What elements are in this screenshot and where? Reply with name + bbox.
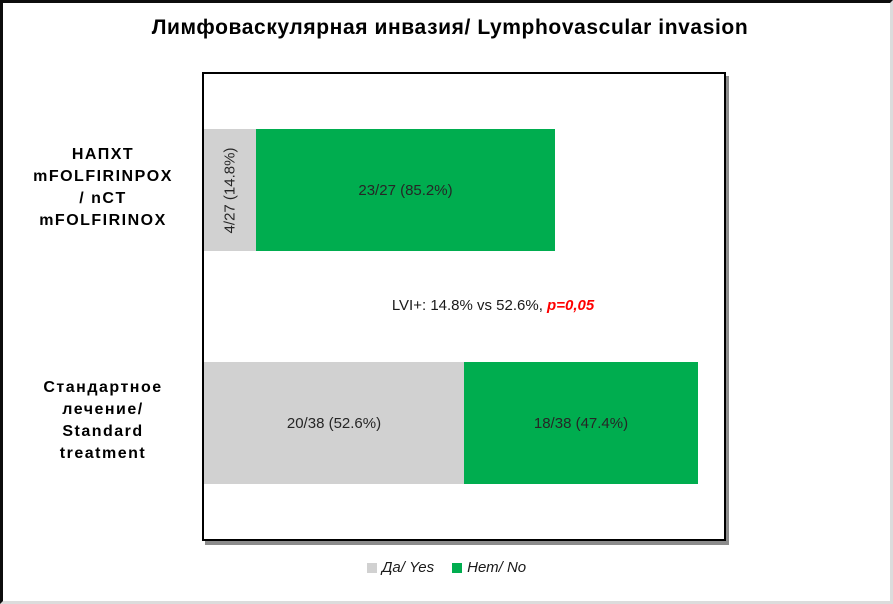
bar-segment-no: 18/38 (47.4%) xyxy=(464,362,698,484)
bar-segment-no: 23/27 (85.2%) xyxy=(256,129,555,251)
bar-segment-yes: 4/27 (14.8%) xyxy=(204,129,256,251)
legend-swatch-no xyxy=(452,562,463,573)
plot-area: 4/27 (14.8%) 23/27 (85.2%) 20/38 (52.6%) 18… xyxy=(202,72,726,541)
category-label: НАПХТ mFOLFIRINPOX / nCT mFOLFIRINOX xyxy=(33,146,173,229)
bar-segment-label: 4/27 (14.8%) xyxy=(221,147,239,233)
annotation: LVI+: 14.8% vs 52.6%, p=0,05 xyxy=(392,297,594,314)
bar-segment-label: 20/38 (52.6%) xyxy=(286,414,382,432)
legend-swatch-yes xyxy=(366,562,377,573)
bar-segment-yes: 20/38 (52.6%) xyxy=(204,362,464,484)
annotation-text: LVI+: 14.8% vs 52.6%, xyxy=(391,297,548,314)
bar-row: 4/27 (14.8%) 23/27 (85.2%) xyxy=(204,129,555,251)
chart-title: Лимфоваскулярная инвазия/ Lymphovascular… xyxy=(151,16,749,39)
legend-label: Нет/ No xyxy=(467,559,527,576)
bar-row: 20/38 (52.6%) 18/38 (47.4%) xyxy=(204,362,698,484)
legend-label: Да/ Yes xyxy=(381,559,435,576)
category-label: Стандартное лечение/Standard treatment xyxy=(43,379,163,462)
annotation-pvalue: p=0,05 xyxy=(547,297,595,314)
legend-item: Да/ Yes xyxy=(366,559,435,576)
legend: Да/ Yes Нет/ No xyxy=(3,559,890,576)
bar-segment-label: 18/38 (47.4%) xyxy=(533,414,629,432)
legend-item: Нет/ No xyxy=(452,559,526,576)
bar-segment-label: 23/27 (85.2%) xyxy=(358,181,453,199)
